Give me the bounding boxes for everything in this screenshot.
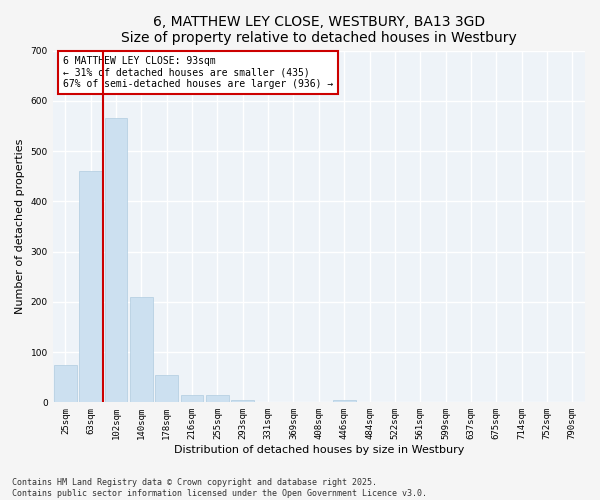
Bar [333,400,356,402]
Bar [206,395,229,402]
Bar [181,395,203,402]
Text: 6 MATTHEW LEY CLOSE: 93sqm
← 31% of detached houses are smaller (435)
67% of sem: 6 MATTHEW LEY CLOSE: 93sqm ← 31% of deta… [64,56,334,89]
Bar [155,374,178,402]
X-axis label: Distribution of detached houses by size in Westbury: Distribution of detached houses by size … [173,445,464,455]
Title: 6, MATTHEW LEY CLOSE, WESTBURY, BA13 3GD
Size of property relative to detached h: 6, MATTHEW LEY CLOSE, WESTBURY, BA13 3GD… [121,15,517,45]
Bar [104,118,127,403]
Bar [130,297,153,403]
Y-axis label: Number of detached properties: Number of detached properties [15,138,25,314]
Bar [54,364,77,403]
Text: Contains HM Land Registry data © Crown copyright and database right 2025.
Contai: Contains HM Land Registry data © Crown c… [12,478,427,498]
Bar [79,171,102,402]
Bar [232,400,254,402]
